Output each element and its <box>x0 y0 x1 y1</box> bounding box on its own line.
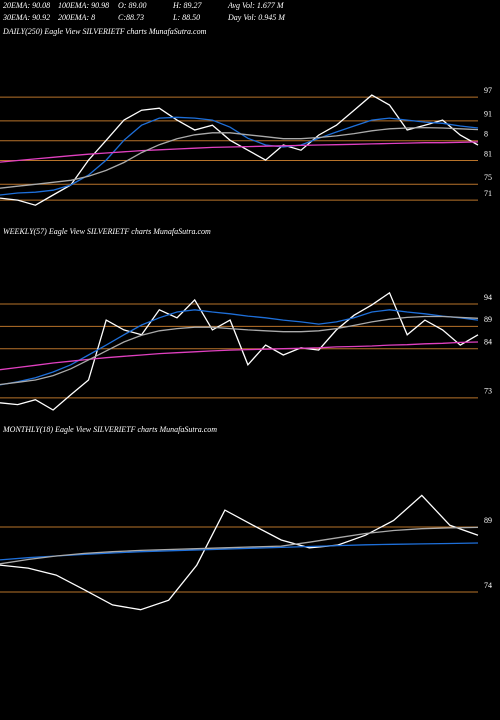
header-stat: 30EMA: 90.92 <box>2 13 50 22</box>
series-line <box>0 341 479 371</box>
series-line <box>0 494 479 611</box>
y-tick-label: 84 <box>484 338 492 347</box>
header-stat: H: 89.27 <box>172 1 202 10</box>
series-line <box>0 291 479 411</box>
series-line <box>0 542 479 561</box>
y-tick-label: 91 <box>484 110 492 119</box>
header-stat: Day Vol: 0.945 M <box>227 13 286 22</box>
y-tick-label: 71 <box>484 189 492 198</box>
panel-title: MONTHLY(18) Eagle View SILVERIETF charts… <box>2 425 217 434</box>
series-line <box>0 315 479 386</box>
y-tick-label: 81 <box>484 149 492 158</box>
header-stat: L: 88.50 <box>172 13 200 22</box>
y-tick-label: 94 <box>484 293 492 302</box>
panel-title: WEEKLY(57) Eagle View SILVERIETF charts … <box>3 227 211 236</box>
panel-title: DAILY(250) Eagle View SILVERIETF charts … <box>2 27 207 36</box>
header-stat: 200EMA: 8 <box>58 13 95 22</box>
header-stat: O: 89.00 <box>118 1 146 10</box>
series-line <box>0 116 479 196</box>
series-line <box>0 141 479 163</box>
y-tick-label: 75 <box>484 173 492 182</box>
series-line <box>0 126 479 189</box>
y-tick-label: 97 <box>484 86 492 95</box>
y-tick-label: 74 <box>484 581 492 590</box>
y-tick-label: 89 <box>484 315 492 324</box>
y-tick-label: 89 <box>484 516 492 525</box>
series-line <box>0 94 479 206</box>
header-stat: 100EMA: 90.98 <box>58 1 109 10</box>
y-tick-label: 8 <box>484 130 488 139</box>
header-stat: 20EMA: 90.08 <box>3 1 50 10</box>
series-line <box>0 526 479 565</box>
y-tick-label: 73 <box>484 387 492 396</box>
header-stat: C:88.73 <box>118 13 144 22</box>
header-stat: Avg Vol: 1.677 M <box>227 1 285 10</box>
